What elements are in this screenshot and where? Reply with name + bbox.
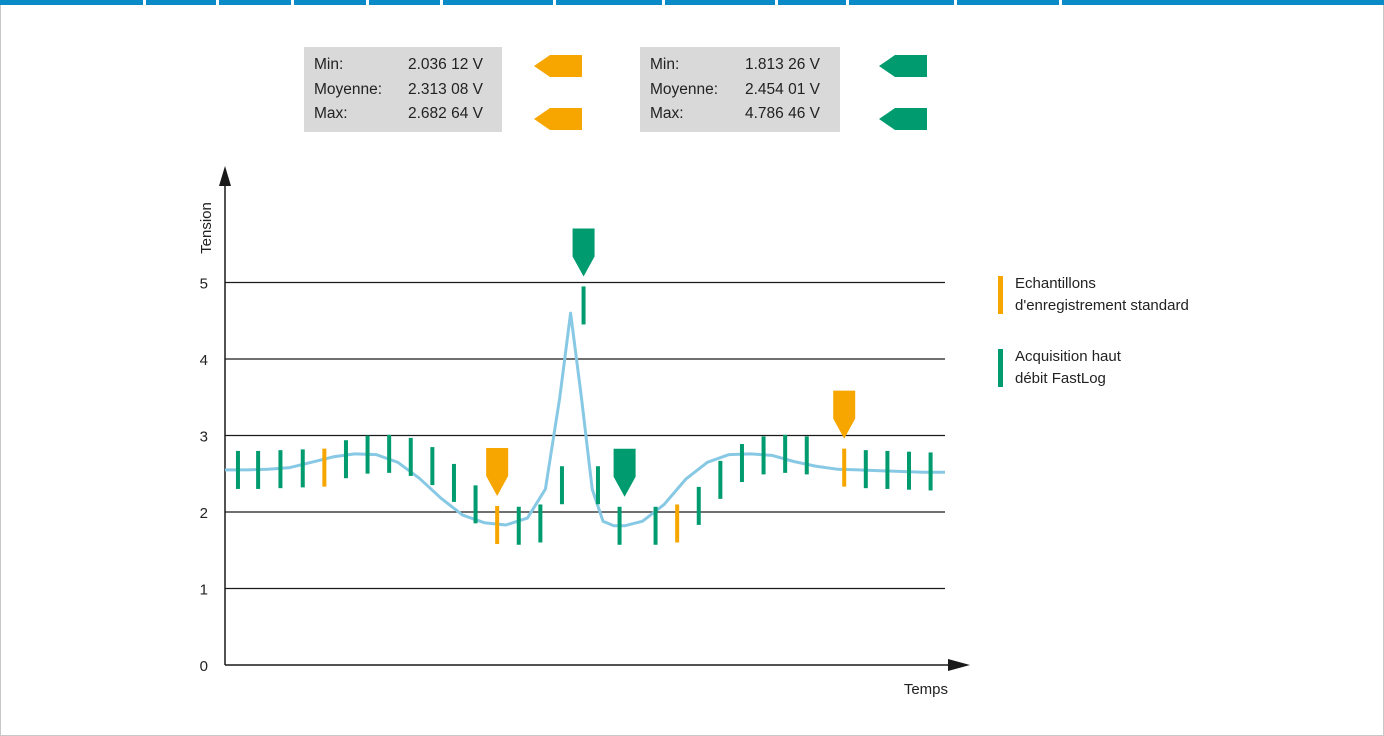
fastlog-sample-mark — [653, 506, 658, 545]
fastlog-sample-mark — [595, 466, 600, 505]
pointer-arrow-icon — [534, 108, 582, 130]
fastlog-sample-mark — [617, 506, 622, 545]
y-axis-arrow-icon — [219, 166, 231, 186]
fastlog-sample-mark — [863, 450, 868, 489]
fastlog-sample-mark — [804, 436, 809, 475]
stats-label: Min: — [314, 56, 344, 73]
stats-row-min: Min: 2.036 12 V — [304, 53, 502, 78]
y-tick-labels: 0 1 2 3 4 5 — [200, 276, 208, 676]
fastlog-sample-mark — [408, 437, 413, 476]
legend-label: d'enregistrement standard — [1015, 297, 1189, 314]
legend-swatch — [998, 349, 1003, 387]
fastlog-sample-mark — [387, 434, 392, 473]
stats-value: 4.786 46 V — [745, 105, 820, 122]
fastlog-sample-mark — [278, 450, 283, 489]
stats-value: 2.682 64 V — [408, 105, 483, 122]
max-marker-icon — [833, 390, 856, 439]
y-tick-label: 1 — [200, 582, 208, 599]
y-tick-label: 3 — [200, 429, 208, 446]
pointer-arrow-icon — [879, 108, 927, 130]
standard-sample-mark — [675, 504, 680, 543]
stats-row-min: Min: 1.813 26 V — [640, 53, 840, 78]
fastlog-sample-mark — [300, 449, 305, 488]
fastlog-sample-mark — [581, 286, 586, 325]
fastlog-sample-mark — [365, 435, 370, 474]
fastlog-sample-mark — [907, 451, 911, 490]
legend-label: Echantillons — [1015, 275, 1096, 292]
fastlog-sample-mark — [559, 466, 564, 505]
fastlog-sample-mark — [885, 450, 890, 489]
accent-bar — [0, 0, 1384, 5]
fastlog-sample-mark — [235, 450, 240, 489]
stats-value: 2.313 08 V — [408, 80, 483, 98]
x-axis-label: Temps — [904, 681, 948, 698]
fastlog-sample-mark — [718, 460, 723, 499]
stats-value: 2.454 01 V — [745, 80, 820, 98]
fastlog-sample-mark — [343, 440, 348, 479]
stats-row-max: Max: 4.786 46 V — [640, 102, 840, 127]
stats-row-mean: Moyenne: 2.313 08 V — [304, 78, 502, 103]
fastlog-sample-mark — [538, 504, 543, 543]
pointer-arrow-icon — [534, 55, 582, 77]
standard-sample-mark — [322, 448, 327, 487]
y-axis-label: Tension — [198, 202, 215, 254]
stats-value: 1.813 26 V — [745, 56, 820, 73]
fastlog-sample-mark — [256, 450, 261, 489]
fastlog-sample-mark — [696, 486, 701, 525]
stats-panel-standard: Min: 2.036 12 V Moyenne: 2.313 08 V Max:… — [304, 47, 502, 132]
fastlog-sample-mark — [761, 436, 766, 475]
stats-value: 2.036 12 V — [408, 56, 483, 73]
min-marker-icon — [613, 448, 636, 497]
fastlog-sample-mark — [516, 506, 521, 545]
legend-label: Acquisition haut — [1015, 348, 1121, 365]
y-tick-label: 5 — [200, 276, 208, 293]
fastlog-sample-mark — [783, 434, 788, 473]
y-tick-label: 2 — [200, 505, 208, 522]
y-tick-label: 0 — [200, 658, 208, 675]
pointer-arrow-icon — [879, 55, 927, 77]
fastlog-sample-mark — [430, 447, 435, 486]
stats-label: Max: — [650, 105, 684, 122]
standard-sample-mark — [495, 506, 500, 545]
fastlog-sample-mark — [928, 452, 933, 491]
legend-label: débit FastLog — [1015, 370, 1106, 387]
min-marker-icon — [486, 448, 509, 497]
max-marker-icon — [572, 228, 595, 277]
legend-swatch — [998, 276, 1003, 314]
standard-sample-mark — [842, 448, 847, 487]
signal-curve — [225, 311, 945, 528]
x-axis-arrow-icon — [948, 659, 970, 671]
stats-label: Max: — [314, 105, 348, 122]
fastlog-sample-mark — [473, 485, 478, 524]
stats-label: Moyenne: — [650, 80, 719, 98]
stats-panel-fastlog: Min: 1.813 26 V Moyenne: 2.454 01 V Max:… — [640, 47, 840, 132]
y-tick-label: 4 — [200, 352, 208, 369]
stats-row-max: Max: 2.682 64 V — [304, 102, 502, 127]
stats-row-mean: Moyenne: 2.454 01 V — [640, 78, 840, 103]
stats-label: Min: — [650, 56, 680, 73]
fastlog-sample-mark — [451, 463, 456, 502]
stats-label: Moyenne: — [314, 80, 383, 98]
fastlog-sample-mark — [739, 444, 744, 483]
